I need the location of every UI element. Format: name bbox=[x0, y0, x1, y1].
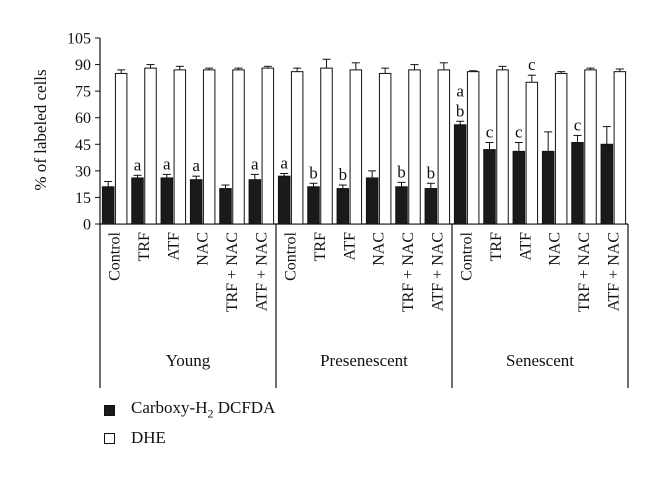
x-tick-label: NAC bbox=[371, 232, 388, 266]
x-tick-label: TRF + NAC bbox=[400, 232, 417, 312]
y-tick-label: 90 bbox=[75, 57, 91, 74]
significance-label: a bbox=[163, 154, 171, 173]
bar-dcfda bbox=[277, 175, 291, 225]
bar-dhe bbox=[437, 69, 451, 225]
x-tick-label: Control bbox=[283, 231, 300, 280]
bar-dcfda bbox=[336, 188, 350, 225]
bar-dhe bbox=[378, 72, 392, 225]
legend-swatch-dcfda bbox=[104, 404, 115, 416]
bar-dhe bbox=[408, 69, 421, 225]
y-tick-label: 45 bbox=[75, 137, 91, 154]
legend-label-dhe: DHE bbox=[131, 428, 166, 447]
bar-dcfda bbox=[160, 177, 174, 225]
bar-dcfda bbox=[219, 188, 232, 225]
legend: Carboxy-H2 DCFDA DHE bbox=[104, 396, 275, 452]
x-tick-label: TRF bbox=[312, 232, 329, 261]
bar-dhe bbox=[554, 72, 568, 225]
significance-label: b bbox=[427, 163, 436, 182]
significance-label: a bbox=[280, 154, 288, 173]
bar-dcfda bbox=[541, 150, 555, 225]
significance-label: c bbox=[515, 123, 523, 142]
bar-dhe bbox=[525, 81, 539, 225]
x-tick-label: Control bbox=[459, 231, 476, 280]
x-tick-label: ATF bbox=[341, 232, 358, 261]
x-tick-label: ATF + NAC bbox=[605, 232, 622, 311]
significance-label: a bbox=[134, 155, 142, 174]
y-tick-label: 15 bbox=[75, 190, 91, 207]
y-tick-label: 75 bbox=[75, 84, 91, 101]
bar-dcfda bbox=[131, 177, 144, 225]
y-tick-label: 0 bbox=[83, 217, 91, 234]
x-tick-label: TRF + NAC bbox=[576, 232, 593, 312]
bar-dhe bbox=[496, 69, 509, 225]
x-tick-label: TRF bbox=[136, 232, 153, 261]
bar-dhe bbox=[613, 71, 627, 225]
bar-dcfda bbox=[395, 186, 408, 225]
significance-label: b bbox=[339, 165, 348, 184]
legend-item-dcfda: Carboxy-H2 DCFDA bbox=[104, 396, 275, 424]
x-tick-label: Control bbox=[107, 231, 124, 280]
group-label: Presenescent bbox=[320, 351, 408, 370]
x-tick-label: ATF bbox=[165, 232, 182, 261]
significance-label: a bbox=[456, 81, 464, 100]
bar-dcfda bbox=[307, 186, 320, 225]
group-label: Senescent bbox=[506, 351, 574, 370]
significance-label: b bbox=[397, 162, 406, 181]
bar-dcfda bbox=[424, 188, 438, 225]
bar-dcfda bbox=[365, 177, 379, 225]
x-tick-label: TRF + NAC bbox=[224, 232, 241, 312]
bar-dhe bbox=[144, 67, 157, 225]
axes: 0 15 30 45 60 75 90 105 bbox=[67, 31, 629, 388]
x-tick-label: ATF bbox=[517, 232, 534, 261]
bar-dhe bbox=[320, 67, 333, 225]
significance-label: c bbox=[486, 123, 494, 142]
bar-dhe bbox=[290, 71, 304, 225]
x-tick-label: ATF + NAC bbox=[253, 232, 270, 311]
bar-dhe bbox=[173, 69, 187, 225]
bar-dcfda bbox=[600, 143, 614, 225]
bar-dcfda bbox=[571, 142, 584, 225]
y-tick-label: 30 bbox=[75, 163, 91, 180]
bar-dhe bbox=[202, 69, 216, 225]
significance-label: b bbox=[456, 101, 465, 120]
significance-label: a bbox=[192, 156, 200, 175]
y-axis-label: % of labeled cells bbox=[31, 69, 50, 190]
bar-dcfda bbox=[453, 124, 467, 225]
group-label: Young bbox=[166, 351, 211, 370]
legend-item-dhe: DHE bbox=[104, 424, 275, 452]
significance-label: a bbox=[251, 154, 259, 173]
bar-dcfda bbox=[483, 149, 496, 225]
legend-swatch-dhe bbox=[104, 432, 115, 444]
bar-dcfda bbox=[512, 150, 526, 225]
bar-dcfda bbox=[189, 179, 203, 225]
bar-dcfda bbox=[248, 179, 262, 225]
bar-dhe bbox=[232, 69, 245, 225]
bar-dcfda bbox=[101, 186, 115, 225]
bar-dhe bbox=[466, 71, 480, 225]
bar-dhe bbox=[261, 67, 275, 225]
legend-label-dcfda: Carboxy-H2 DCFDA bbox=[131, 398, 276, 421]
bar-dhe bbox=[349, 69, 363, 225]
x-tick-label: TRF bbox=[488, 232, 505, 261]
x-tick-labels: Young Presenescent Senescent Control TRF ATF N… bbox=[107, 231, 623, 370]
x-tick-label: ATF + NAC bbox=[429, 232, 446, 311]
bar-dhe bbox=[584, 69, 597, 225]
y-tick-label: 60 bbox=[75, 110, 91, 127]
significance-label: c bbox=[574, 115, 582, 134]
bar-dhe bbox=[114, 72, 128, 225]
y-tick-label: 105 bbox=[67, 31, 91, 48]
significance-label: b bbox=[309, 163, 318, 182]
significance-label: c bbox=[528, 55, 536, 74]
x-tick-label: NAC bbox=[547, 232, 564, 266]
x-tick-label: NAC bbox=[195, 232, 212, 266]
